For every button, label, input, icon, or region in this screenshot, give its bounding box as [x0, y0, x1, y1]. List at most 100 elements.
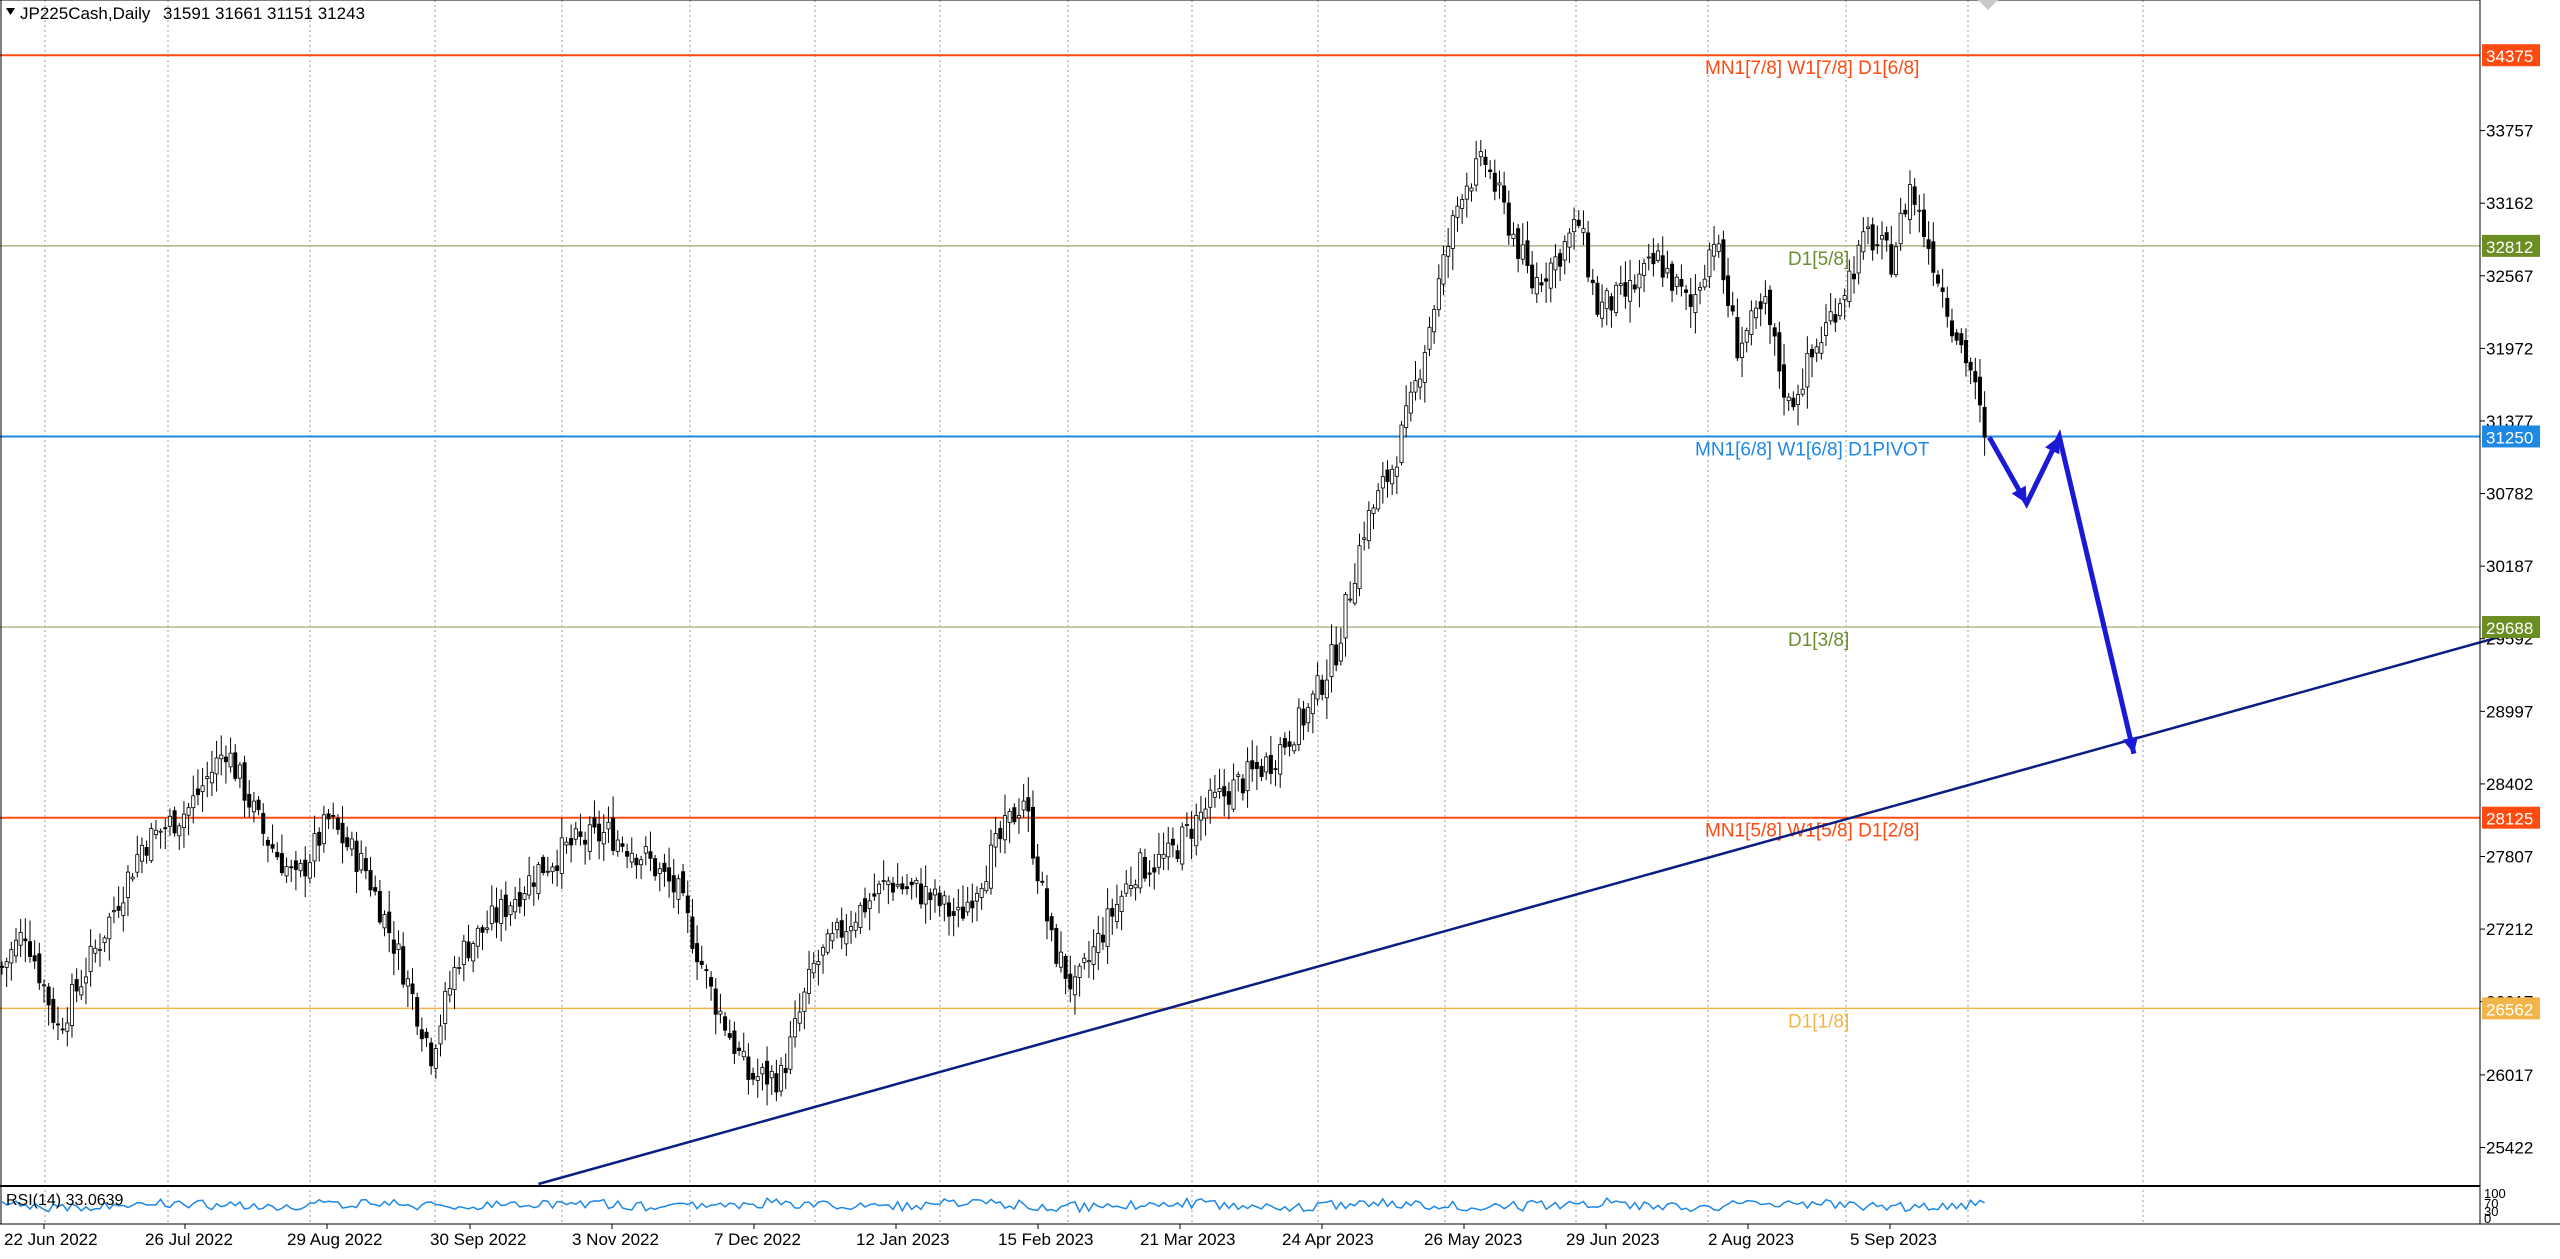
candle-body [27, 941, 32, 957]
candle-body [1273, 768, 1278, 771]
rsi-label: RSI(14) 33.0639 [6, 1192, 124, 1209]
trendline[interactable] [538, 625, 2536, 1186]
candle-body [653, 858, 658, 877]
candle-body [340, 822, 345, 844]
candle-body [153, 829, 158, 836]
candle-body [1385, 469, 1390, 482]
candle-body [317, 831, 322, 846]
candle-body [461, 940, 466, 965]
candle-body [1642, 262, 1647, 276]
candle-body [1404, 405, 1409, 428]
level-label: D1[1/8] [1788, 1011, 1849, 1032]
candle-body [1016, 815, 1021, 819]
candle-body [125, 871, 130, 898]
candle-body [1842, 295, 1847, 300]
candle-body [1194, 815, 1199, 847]
candle-body [1413, 380, 1418, 393]
candle-body [97, 948, 102, 951]
level-price-tag [2482, 234, 2540, 257]
candle-body [1310, 693, 1315, 715]
candle-body [1133, 884, 1138, 889]
candle-body [1977, 376, 1982, 406]
candle-body [695, 943, 700, 963]
candle-body [1623, 282, 1628, 297]
candle-body [569, 837, 574, 846]
candle-body [298, 863, 303, 872]
candle-body [863, 898, 868, 913]
candle-body [1772, 327, 1777, 337]
candle-body [1889, 244, 1894, 275]
price-tick-label: 33162 [2486, 194, 2533, 213]
candle-body [1684, 289, 1689, 293]
candle-body [186, 807, 191, 816]
candle-body [429, 1042, 434, 1067]
candle-body [489, 905, 494, 924]
candle-body [1721, 239, 1726, 281]
collapse-triangle-icon[interactable] [6, 8, 15, 15]
candle-body [681, 871, 686, 894]
candle-body [480, 927, 485, 933]
candle-body [1656, 250, 1661, 261]
candle-body [1595, 282, 1600, 315]
candle-body [135, 854, 140, 873]
candle-body [1651, 252, 1656, 265]
candle-body [928, 892, 933, 901]
candle-body [867, 900, 872, 909]
candle-body [1170, 838, 1175, 846]
candle-body [251, 800, 256, 813]
candle-body [1063, 956, 1068, 979]
candle-body [914, 880, 919, 884]
candle-body [382, 914, 387, 929]
candle-body [1469, 187, 1474, 192]
candles [0, 140, 1987, 1106]
candle-body [1534, 277, 1539, 295]
candle-body [303, 859, 308, 877]
candle-body [41, 984, 46, 987]
candle-body [676, 878, 681, 900]
candle-body [177, 825, 182, 837]
candle-body [391, 939, 396, 954]
candle-body [4, 961, 9, 968]
candle-body [1726, 275, 1731, 306]
candle-body [718, 1010, 723, 1015]
candle-body [1226, 791, 1231, 805]
price-tick-label: 32567 [2486, 267, 2533, 286]
candle-body [956, 906, 961, 911]
candle-body [181, 813, 186, 829]
candle-body [1768, 289, 1773, 326]
candle-body [1796, 394, 1801, 405]
candle-body [1492, 172, 1497, 192]
candle-body [65, 1022, 70, 1032]
candle-body [368, 870, 373, 891]
price-tags: 34375 32812 31250 29688 28125 26562 [2482, 44, 2540, 1020]
candle-body [158, 830, 163, 833]
time-tick-label: 12 Jan 2023 [856, 1230, 950, 1249]
candle-body [1418, 378, 1423, 388]
candle-body [601, 832, 606, 845]
candle-body [1217, 788, 1222, 793]
candle-body [671, 875, 676, 893]
candle-body [1791, 397, 1796, 408]
candle-body [984, 881, 989, 892]
candle-body [1921, 209, 1926, 237]
candle-body [503, 894, 508, 918]
candle-body [23, 938, 28, 942]
forecast-arrow-path[interactable] [1987, 429, 2137, 755]
candle-body [960, 906, 965, 919]
candle-body [93, 947, 98, 954]
candle-body [247, 793, 252, 808]
candle-body [139, 844, 144, 862]
chart-shift-marker-icon[interactable] [1978, 0, 1998, 10]
level-price-tag [2482, 44, 2540, 67]
candle-body [611, 817, 616, 851]
candle-body [988, 844, 993, 889]
candle-body [0, 965, 4, 968]
price-tick-label: 30782 [2486, 485, 2533, 504]
candle-body [1343, 593, 1348, 639]
level-label: MN1[5/8] W1[5/8] D1[2/8] [1705, 821, 1919, 842]
candle-body [1539, 282, 1544, 286]
candle-body [1315, 675, 1320, 700]
candle-body [144, 847, 149, 856]
